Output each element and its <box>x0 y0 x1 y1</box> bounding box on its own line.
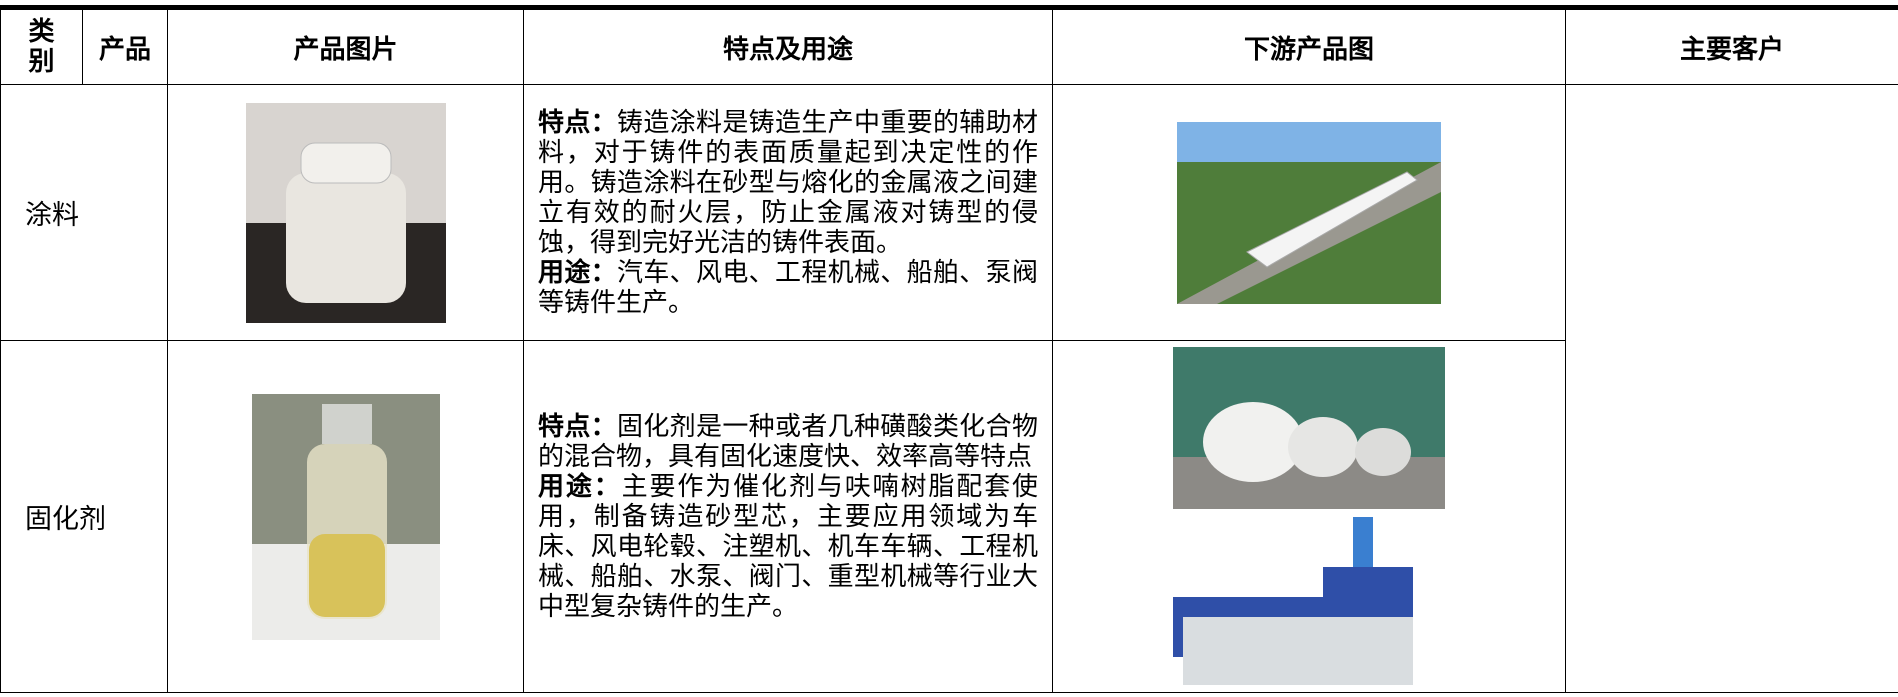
downstream-image <box>1053 85 1566 341</box>
label: 用途： <box>538 258 617 288</box>
header-cell: 下游产品图 <box>1053 8 1566 85</box>
product-name: 固化剂 <box>1 341 168 693</box>
label: 用途： <box>538 472 622 502</box>
product-name: 涂料 <box>1 85 168 341</box>
machine-photos <box>1173 347 1445 687</box>
label: 特点： <box>538 108 617 138</box>
header-row: 类别 产品 产品图片 特点及用途 下游产品图 主要客户 <box>1 8 1898 85</box>
train-photo <box>1177 122 1441 304</box>
header-cell: 产品图片 <box>168 8 524 85</box>
header-cell: 主要客户 <box>1566 8 1898 85</box>
label: 特点： <box>538 412 617 442</box>
row: 涂料 特点：铸造涂料是铸造生产中重要的辅助材料，对于铸件的表面质量起到决定性的作… <box>1 85 1898 341</box>
product-table: 类别 产品 产品图片 特点及用途 下游产品图 主要客户 涂料 特点：铸造涂料是铸… <box>0 5 1898 693</box>
jar-photo <box>246 103 446 323</box>
header-cell: 特点及用途 <box>524 8 1053 85</box>
product-image <box>168 85 524 341</box>
customer-cell <box>1566 85 1898 693</box>
bottle-photo <box>252 394 440 640</box>
description: 特点：铸造涂料是铸造生产中重要的辅助材料，对于铸件的表面质量起到决定性的作用。铸… <box>524 85 1053 341</box>
product-image <box>168 341 524 693</box>
downstream-image <box>1053 341 1566 693</box>
description: 特点：固化剂是一种或者几种磺酸类化合物的混合物，具有固化速度快、效率高等特点用途… <box>524 341 1053 693</box>
header-cell: 类别 <box>1 8 83 85</box>
page: {"table":{"header":["类别","产品","产品图片","特点… <box>0 5 1898 697</box>
header-cell: 产品 <box>83 8 168 85</box>
